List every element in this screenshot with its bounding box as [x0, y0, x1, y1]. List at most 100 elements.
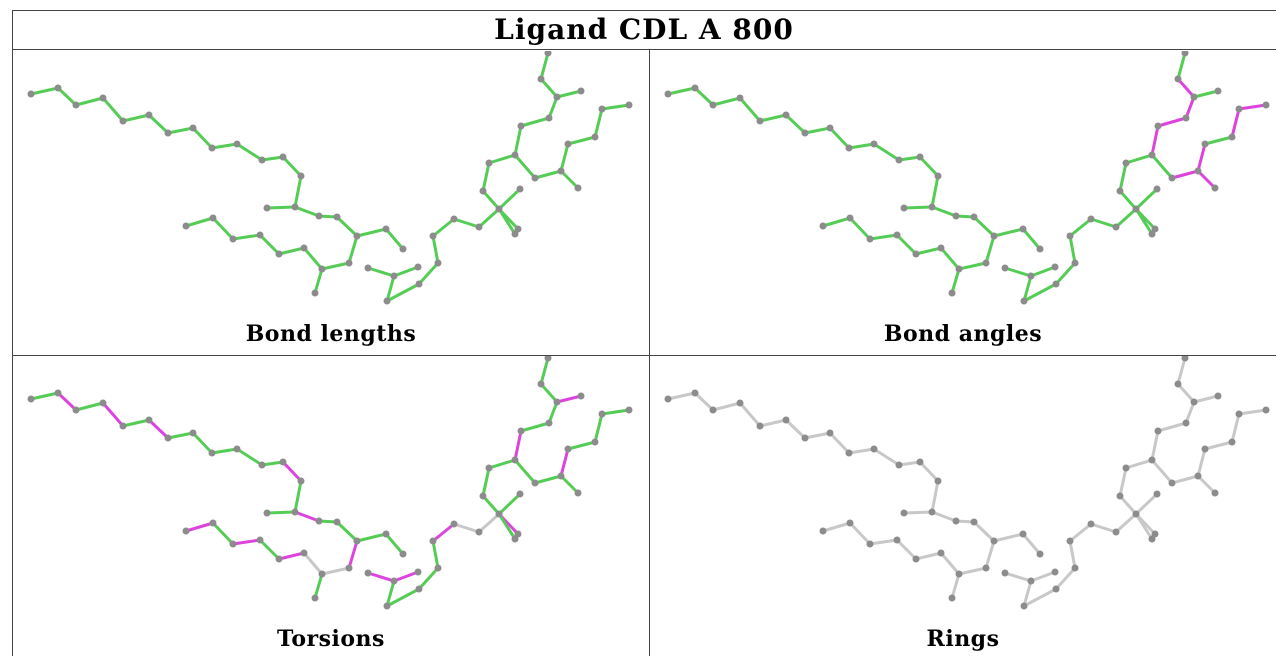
bond — [101, 401, 125, 428]
bond — [1022, 274, 1033, 303]
bond — [497, 187, 522, 211]
atom — [870, 140, 878, 148]
bond — [1184, 95, 1196, 120]
atom — [485, 464, 493, 472]
atom — [263, 509, 271, 517]
bond — [355, 227, 388, 238]
atom — [429, 232, 437, 240]
atom — [574, 184, 582, 192]
atom — [1122, 464, 1130, 472]
atom — [801, 434, 809, 442]
atom — [893, 536, 901, 544]
atom — [990, 537, 998, 545]
bond — [211, 216, 235, 241]
atom — [382, 225, 390, 233]
atom — [54, 84, 62, 92]
bond — [147, 418, 170, 440]
bond — [29, 86, 60, 96]
bond — [803, 126, 832, 135]
atom — [1228, 438, 1236, 446]
atom — [1036, 245, 1044, 253]
atom — [782, 111, 790, 119]
bond — [231, 538, 262, 546]
bond — [1203, 135, 1234, 146]
bond — [1230, 412, 1241, 444]
atom — [691, 84, 699, 92]
bond — [320, 261, 351, 271]
bond — [559, 169, 580, 190]
atom — [415, 585, 423, 593]
atom — [819, 222, 827, 230]
bond — [1003, 266, 1033, 278]
bond — [868, 538, 899, 546]
atom — [1019, 530, 1027, 538]
bond — [392, 265, 420, 278]
atom — [1181, 356, 1189, 362]
bond — [477, 512, 501, 534]
bond — [902, 510, 934, 515]
bond — [957, 566, 988, 576]
atom — [511, 535, 519, 543]
bond — [1124, 458, 1154, 470]
bond — [1089, 217, 1118, 229]
atom — [353, 537, 361, 545]
bond — [930, 479, 940, 514]
atom — [495, 510, 503, 518]
bond — [1118, 494, 1138, 516]
atom — [544, 51, 552, 57]
atom — [1027, 577, 1035, 585]
atom — [119, 422, 127, 430]
atom — [256, 536, 264, 544]
atom — [1201, 140, 1209, 148]
bond — [848, 216, 872, 241]
bond — [1237, 103, 1268, 111]
bond — [803, 431, 832, 440]
bond — [1022, 282, 1058, 303]
bond — [1196, 447, 1207, 478]
bond — [166, 431, 195, 440]
atom — [315, 517, 323, 525]
bond — [385, 282, 421, 303]
atom — [736, 94, 744, 102]
atom — [531, 479, 539, 487]
bond — [693, 391, 715, 412]
atom — [1182, 114, 1190, 122]
atom — [1112, 528, 1120, 536]
bond — [1114, 512, 1138, 534]
atom — [479, 492, 487, 500]
atom — [912, 555, 920, 563]
atom — [928, 203, 936, 211]
atom — [390, 577, 398, 585]
atom — [1051, 263, 1059, 271]
atom — [1112, 223, 1120, 231]
bond — [972, 520, 996, 543]
atom — [1087, 215, 1095, 223]
bond — [481, 466, 491, 498]
atom — [256, 231, 264, 239]
atom — [625, 406, 633, 414]
bond — [385, 587, 421, 608]
atom — [1228, 133, 1236, 141]
atom — [625, 101, 633, 109]
bond — [828, 431, 851, 455]
atom — [916, 153, 924, 161]
bond — [355, 532, 388, 543]
atom — [1051, 568, 1059, 576]
atom — [846, 214, 854, 222]
atom — [383, 602, 391, 610]
bond — [513, 153, 537, 180]
bond — [481, 494, 501, 516]
atom — [311, 289, 319, 297]
atom — [948, 289, 956, 297]
atom — [495, 205, 503, 213]
bond — [452, 522, 481, 534]
atom — [297, 477, 305, 485]
bond — [1134, 207, 1154, 236]
bond — [1029, 265, 1057, 278]
bond — [366, 571, 396, 583]
atom — [1052, 585, 1060, 593]
atom — [208, 449, 216, 457]
atom — [414, 568, 422, 576]
atom — [1122, 159, 1130, 167]
bond — [711, 401, 742, 412]
